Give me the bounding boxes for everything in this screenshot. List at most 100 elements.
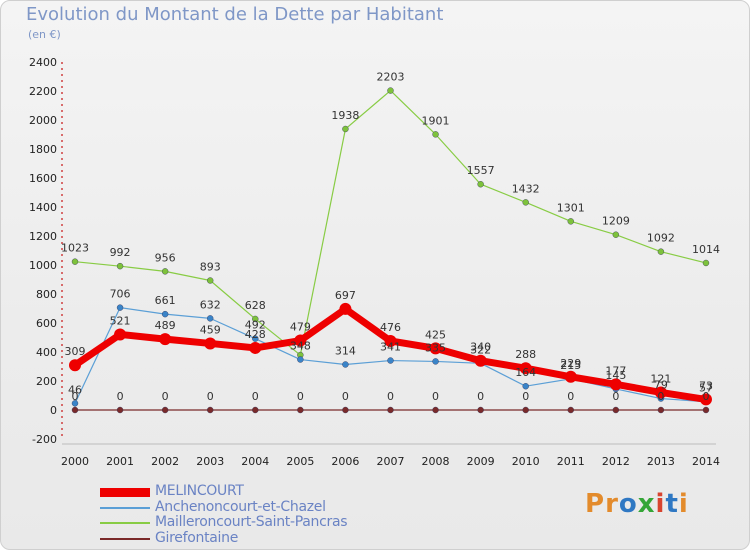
data-point [204,337,217,350]
x-tick-label: 2011 [557,455,585,468]
data-label: 0 [72,390,79,403]
data-label: 177 [605,364,626,377]
data-label: 992 [110,246,131,259]
data-point [522,199,529,206]
data-label: 1901 [422,114,450,127]
data-label: 322 [470,343,491,356]
legend-swatch [100,522,150,524]
data-point [477,406,484,414]
data-label: 0 [297,390,304,403]
data-point [207,406,214,414]
data-point [161,406,169,414]
data-point [387,87,394,94]
data-point [609,378,622,391]
data-label: 661 [155,294,176,307]
line-chart: -200020040060080010001200140016001800200… [29,56,720,468]
data-label: 0 [432,390,439,403]
data-label: 0 [252,390,259,403]
proxiti-logo[interactable]: Proxiti [585,489,689,519]
data-label: 79 [654,379,668,392]
y-tick-label: 800 [36,288,57,301]
data-point [477,181,484,188]
data-point [116,304,124,311]
data-point [654,386,667,399]
x-tick-label: 2008 [422,455,450,468]
data-label: 0 [162,390,169,403]
data-label: 459 [200,323,221,336]
data-point [564,370,577,383]
data-point [252,406,259,414]
data-point [657,406,665,414]
data-point [567,218,574,225]
data-point [474,354,487,367]
data-label: 1209 [602,215,630,228]
data-point [207,315,214,322]
data-label: 425 [425,328,446,341]
data-label: 628 [245,299,266,312]
logo-letter: i [678,489,689,519]
data-point [71,400,79,407]
data-point [159,333,172,346]
data-point [116,406,124,414]
data-point [69,359,81,372]
data-label: 697 [335,289,356,302]
data-point [612,406,620,414]
x-tick-label: 2003 [196,455,224,468]
data-point [612,231,620,238]
data-label: 0 [387,390,394,403]
legend-swatch [100,506,150,509]
data-label: 956 [155,251,176,264]
legend-swatch [100,537,150,540]
data-point [252,315,259,323]
data-point [116,262,124,270]
y-tick-label: 0 [50,404,57,417]
data-point [161,268,169,275]
legend-swatch [100,487,150,497]
data-label: 341 [380,341,401,354]
data-label: 492 [245,319,266,332]
data-point [249,341,262,354]
data-point [207,277,214,284]
data-point [429,342,442,355]
data-label: 893 [200,261,221,274]
data-label: 121 [650,372,671,385]
data-point [342,125,349,133]
data-point [522,383,529,390]
data-point [702,259,710,267]
data-point [342,406,349,414]
y-tick-label: -200 [32,433,57,446]
y-tick-label: 1400 [29,201,57,214]
data-label: 489 [155,319,176,332]
data-label: 2203 [376,71,404,84]
data-label: 1092 [647,232,675,245]
y-tick-label: 2200 [29,85,57,98]
x-tick-label: 2004 [241,455,269,468]
x-tick-label: 2007 [376,455,404,468]
logo-letter: r [605,489,619,519]
data-label: 0 [522,390,529,403]
data-point [342,361,349,368]
legend-label: Girefontaine [155,529,239,546]
data-point [297,356,304,363]
data-label: 476 [380,321,401,334]
data-label: 215 [560,359,581,372]
y-tick-label: 1800 [29,143,57,156]
x-tick-label: 2005 [286,455,314,468]
x-tick-label: 2002 [151,455,179,468]
data-label: 1023 [61,242,89,255]
x-tick-label: 2010 [512,455,540,468]
data-point [161,310,169,318]
data-label: 0 [117,390,124,403]
legend-label: MELINCOURT [155,483,244,499]
data-label: 164 [515,366,536,379]
data-label: 521 [110,314,131,327]
data-label: 340 [470,341,491,354]
x-tick-label: 2012 [602,455,630,468]
y-tick-label: 2400 [29,56,57,69]
data-label: 1014 [692,243,720,256]
data-point [567,406,574,414]
data-point [387,357,394,364]
data-label: 57 [699,382,713,395]
data-point [702,406,710,414]
